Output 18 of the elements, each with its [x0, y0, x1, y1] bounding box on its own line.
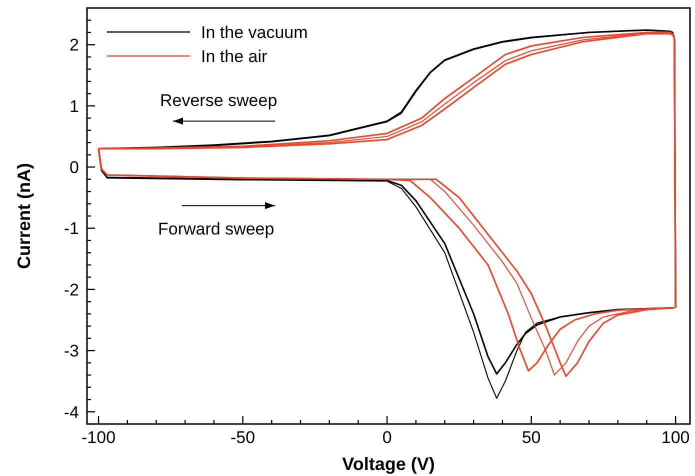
x-tick-label: 100 — [661, 428, 690, 447]
y-axis-title: Current (nA) — [14, 163, 34, 269]
legend-label: In the vacuum — [201, 23, 308, 42]
x-tick-label: 50 — [522, 428, 541, 447]
y-tick-label: -4 — [64, 402, 79, 422]
y-tick-label: 2 — [70, 36, 79, 55]
legend-label: In the air — [201, 47, 268, 66]
x-tick-label: 0 — [382, 428, 392, 447]
y-tick-label: -2 — [64, 280, 79, 300]
x-tick-label: -50 — [230, 428, 256, 447]
x-axis-title: Voltage (V) — [342, 454, 435, 474]
annotation: Reverse sweep — [160, 90, 278, 110]
y-tick-label: 0 — [70, 158, 79, 178]
y-tick-label: -1 — [64, 219, 79, 238]
annotation: Forward sweep — [158, 219, 274, 238]
y-tick-label: 1 — [70, 96, 79, 116]
x-tick-label: -100 — [82, 428, 116, 447]
y-tick-label: -3 — [64, 342, 79, 361]
